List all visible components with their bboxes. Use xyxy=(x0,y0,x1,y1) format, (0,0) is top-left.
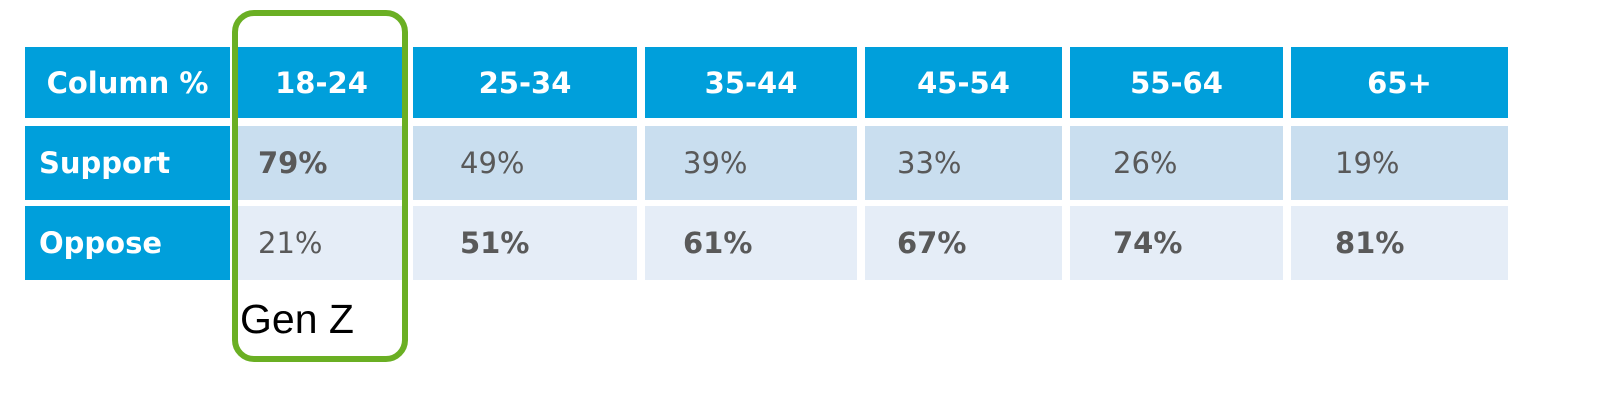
table-cell: 67% xyxy=(865,206,1062,280)
header-label: Column % xyxy=(25,47,230,118)
annotation: Gen Z xyxy=(240,296,354,342)
table-cell: 74% xyxy=(1070,206,1283,280)
table-cell: 39% xyxy=(645,126,857,200)
column-header: 55-64 xyxy=(1070,47,1283,118)
table-cell: 51% xyxy=(413,206,637,280)
row-header: Support xyxy=(25,126,230,200)
column-header: 45-54 xyxy=(865,47,1062,118)
table-cell: 21% xyxy=(238,206,405,280)
table-cell: 33% xyxy=(865,126,1062,200)
table-cell: 49% xyxy=(413,126,637,200)
table-cell: 19% xyxy=(1291,126,1508,200)
table-cell: 81% xyxy=(1291,206,1508,280)
table-cell: 61% xyxy=(645,206,857,280)
highlight-box xyxy=(232,10,408,362)
table-cell: 26% xyxy=(1070,126,1283,200)
column-header: 65+ xyxy=(1291,47,1508,118)
column-header: 18-24 xyxy=(238,47,405,118)
row-header: Oppose xyxy=(25,206,230,280)
column-header: 25-34 xyxy=(413,47,637,118)
table-cell: 79% xyxy=(238,126,405,200)
column-header: 35-44 xyxy=(645,47,857,118)
